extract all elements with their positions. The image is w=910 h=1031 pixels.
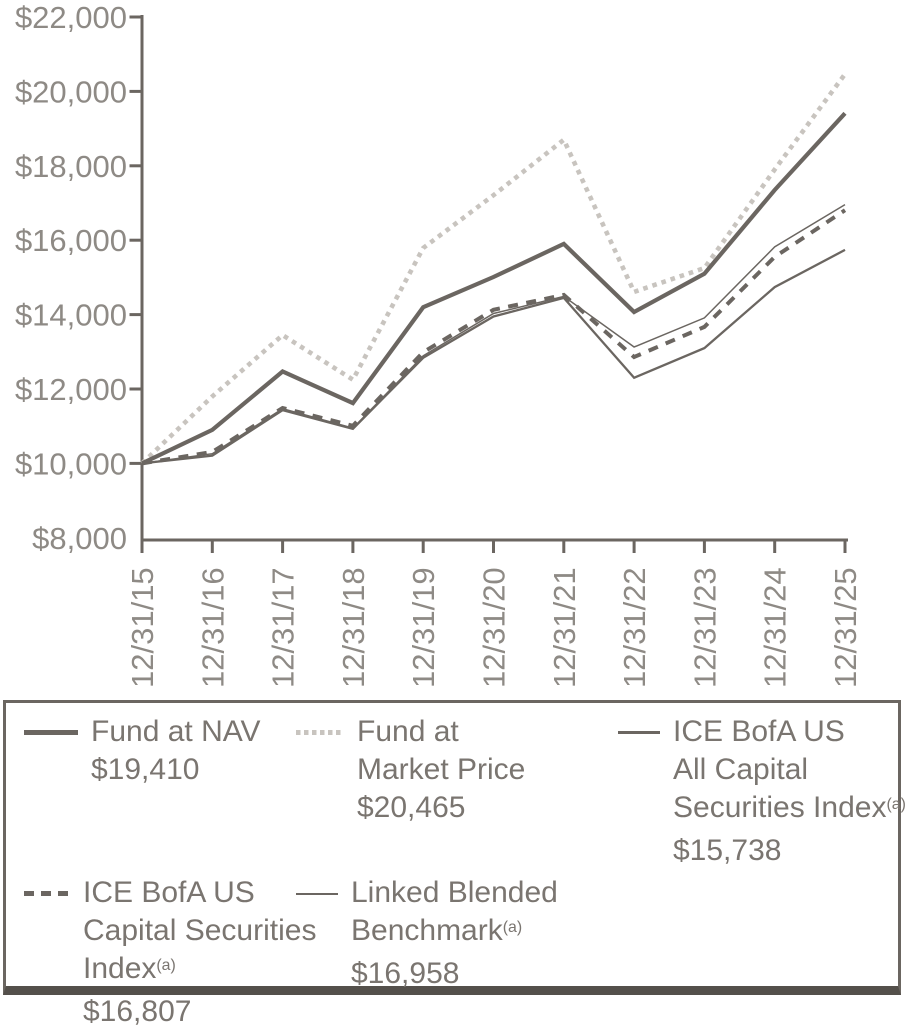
legend-swatch-dashed-icon <box>24 891 70 896</box>
legend-final-value: $15,738 <box>673 834 782 867</box>
x-tick-label: 12/31/19 <box>406 567 441 688</box>
legend-item-ice-bofa-us-all-capital-securities-index: ICE BofA US All Capital Securities Index(a… <box>618 713 906 870</box>
series-line-fund-at-market-price <box>140 72 847 466</box>
x-tick-label: 12/31/16 <box>195 567 230 688</box>
legend-label-line: All Capital <box>673 753 809 786</box>
footnote-marker: (a) <box>886 796 906 814</box>
footnote-marker: (a) <box>156 957 176 975</box>
legend-label: Linked Blended Benchmark(a) $16,958 <box>351 874 558 993</box>
chart-legend: Fund at NAV $19,410 Fund at Market Price $20… <box>3 700 906 1028</box>
y-tick-label: $18,000 <box>15 149 127 184</box>
footnote-marker: (a) <box>502 919 523 937</box>
legend-label-line: Market Price <box>357 753 526 786</box>
series-line-fund-at-nav <box>141 111 847 466</box>
legend-label-line: Capital Securities <box>83 914 317 947</box>
legend-final-value: $16,958 <box>351 957 460 990</box>
chart-canvas: $22,000 $20,000 $18,000 $16,000 $14,000 $12,0… <box>15 0 863 688</box>
x-tick-label: 12/31/18 <box>336 567 371 688</box>
x-tick-label: 12/31/24 <box>758 567 793 688</box>
legend-item-ice-bofa-us-capital-securities-index: ICE BofA US Capital Securities Index(a) $16… <box>24 874 316 1031</box>
y-tick-label: $12,000 <box>15 372 127 407</box>
legend-label: Fund at Market Price $20,465 <box>357 713 525 827</box>
legend-label-line: Securities Index(a) <box>673 791 906 824</box>
legend-grid: Fund at NAV $19,410 Fund at Market Price $20… <box>6 703 906 1031</box>
legend-swatch-dotted-icon <box>296 730 344 735</box>
y-tick-label: $22,000 <box>15 0 127 35</box>
legend-item-fund-at-market-price: Fund at Market Price $20,465 <box>296 713 618 870</box>
x-tick-label: 12/31/17 <box>266 567 301 688</box>
legend-label-line: Index(a) <box>83 952 176 985</box>
legend-item-linked-blended-benchmark: Linked Blended Benchmark(a) $16,958 <box>296 874 618 1031</box>
legend-label-line: ICE BofA US <box>673 715 845 748</box>
legend-final-value: $20,465 <box>357 791 466 824</box>
legend-label: ICE BofA US Capital Securities Index(a) $16… <box>83 874 316 1031</box>
legend-final-value: $19,410 <box>91 753 200 786</box>
growth-of-10000-line-chart: $22,000 $20,000 $18,000 $16,000 $14,000 $12,0… <box>15 0 863 688</box>
y-tick-label: $10,000 <box>15 446 127 481</box>
legend-label-line: Benchmark(a) <box>351 914 523 947</box>
legend-label-line: Fund at <box>357 715 459 748</box>
series-line-ice-bofa-us-all-capital-securities-index <box>141 248 846 465</box>
legend-label-line: ICE BofA US <box>83 876 255 909</box>
legend-empty-cell <box>618 874 906 1031</box>
series-line-ice-bofa-us-capital-securities-index <box>141 208 847 466</box>
y-tick-label: $20,000 <box>15 74 127 109</box>
x-tick-label: 12/31/20 <box>477 567 512 688</box>
x-tick-label: 12/31/23 <box>687 567 722 688</box>
legend-swatch-solid-medium-icon <box>618 731 660 734</box>
legend-final-value: $16,807 <box>83 995 192 1028</box>
legend-label: ICE BofA US All Capital Securities Index(a… <box>673 713 906 870</box>
legend-swatch-solid-thick-icon <box>24 730 78 735</box>
legend-swatch-solid-thin-icon <box>296 893 338 895</box>
x-tick-label: 12/31/25 <box>828 567 863 688</box>
y-tick-label: $8,000 <box>32 521 127 556</box>
y-tick-label: $16,000 <box>15 223 127 258</box>
y-tick-label: $14,000 <box>15 298 127 333</box>
x-tick-label: 12/31/15 <box>125 567 160 688</box>
legend-label-line: Linked Blended <box>351 876 558 909</box>
legend-label-line: Fund at NAV <box>91 715 261 748</box>
series-line-linked-blended-benchmark <box>141 203 846 465</box>
legend-label: Fund at NAV $19,410 <box>91 713 261 789</box>
x-tick-label: 12/31/22 <box>617 567 652 688</box>
x-tick-label: 12/31/21 <box>547 567 582 688</box>
legend-item-fund-at-nav: Fund at NAV $19,410 <box>24 713 296 870</box>
